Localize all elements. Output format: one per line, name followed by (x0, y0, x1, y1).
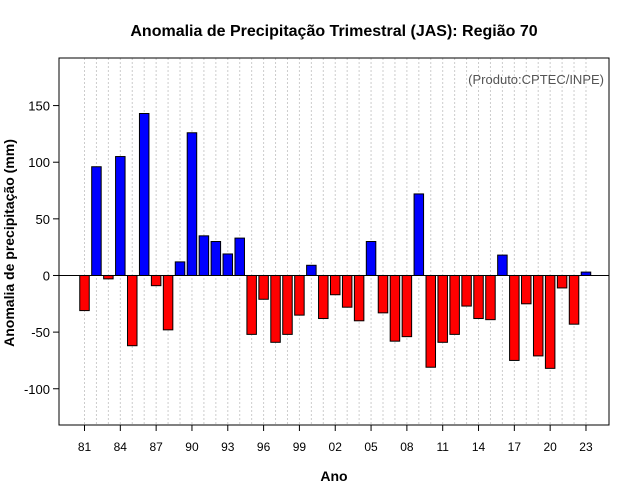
bar-1988 (162, 274, 174, 331)
x-tick-label: 20 (543, 440, 557, 454)
chart-title: Anomalia de Precipitação Trimestral (JAS… (130, 23, 537, 40)
bar-1992 (210, 241, 222, 276)
bar-2001 (318, 274, 329, 320)
x-tick-label: 11 (436, 440, 449, 454)
grid-lines (84, 58, 587, 425)
x-tick-label: 08 (400, 440, 414, 454)
bar-1986 (138, 113, 150, 276)
y-tick-label: -50 (31, 325, 50, 340)
bar-2008 (401, 274, 413, 338)
y-tick-label: 0 (43, 268, 50, 283)
bar-2020 (544, 274, 556, 369)
x-tick-label: 96 (257, 440, 271, 454)
bar-2012 (449, 274, 460, 335)
x-tick-label: 05 (364, 440, 378, 454)
bar-1987 (150, 274, 162, 287)
bar-1997 (270, 274, 281, 343)
bar-2003 (341, 274, 353, 308)
x-tick-label: 23 (579, 440, 593, 454)
bar-2017 (509, 274, 520, 361)
bar-1990 (186, 132, 198, 276)
y-axis: -100 -50 0 50 100 150 (24, 99, 59, 397)
x-tick-label: 17 (508, 440, 522, 454)
bars (79, 113, 592, 369)
bar-2016 (497, 254, 508, 276)
bar-2011 (437, 274, 448, 343)
bar-2015 (485, 274, 496, 321)
bar-2014 (473, 274, 484, 320)
bar-1983 (103, 274, 114, 280)
bar-2019 (532, 274, 544, 357)
bar-1994 (234, 237, 245, 276)
bar-2010 (425, 274, 437, 368)
bar-2000 (306, 264, 317, 276)
x-tick-label: 81 (78, 440, 92, 454)
y-axis-title: Anomalia de precipitação (mm) (1, 139, 17, 347)
bar-2023 (580, 271, 592, 276)
bar-1985 (127, 274, 138, 347)
bar-1998 (282, 274, 293, 335)
x-tick-label: 90 (185, 440, 199, 454)
bar-2021 (556, 274, 568, 289)
bar-2022 (568, 274, 580, 325)
bar-1995 (246, 274, 257, 335)
x-axis: 81 84 87 90 93 96 99 02 05 08 11 14 17 20 23 (78, 425, 593, 454)
bar-2013 (461, 274, 472, 307)
x-tick-label: 84 (114, 440, 128, 454)
bar-1984 (115, 156, 126, 276)
bar-2006 (377, 274, 389, 314)
x-tick-label: 99 (293, 440, 307, 454)
bar-2005 (365, 241, 377, 276)
credit-label: (Produto:CPTEC/INPE) (468, 72, 604, 87)
y-tick-label: -100 (24, 382, 50, 397)
y-tick-label: 100 (28, 155, 50, 170)
bar-1989 (174, 261, 186, 276)
bar-2018 (521, 274, 532, 305)
bar-1982 (91, 166, 102, 276)
bar-1996 (258, 274, 269, 300)
y-tick-label: 50 (36, 212, 50, 227)
y-tick-label: 150 (28, 99, 50, 114)
bar-1991 (198, 235, 210, 276)
x-tick-label: 02 (329, 440, 343, 454)
x-tick-label: 93 (221, 440, 235, 454)
x-tick-label: 87 (149, 440, 163, 454)
bar-1999 (294, 274, 305, 316)
bar-2007 (389, 274, 401, 342)
x-tick-label: 14 (472, 440, 486, 454)
plot-frame (58, 57, 610, 426)
bar-2002 (329, 274, 341, 296)
bar-1981 (79, 274, 90, 312)
bar-2009 (413, 193, 425, 276)
bar-2004 (353, 274, 365, 322)
bar-1993 (222, 253, 234, 276)
x-axis-title: Ano (320, 468, 347, 484)
